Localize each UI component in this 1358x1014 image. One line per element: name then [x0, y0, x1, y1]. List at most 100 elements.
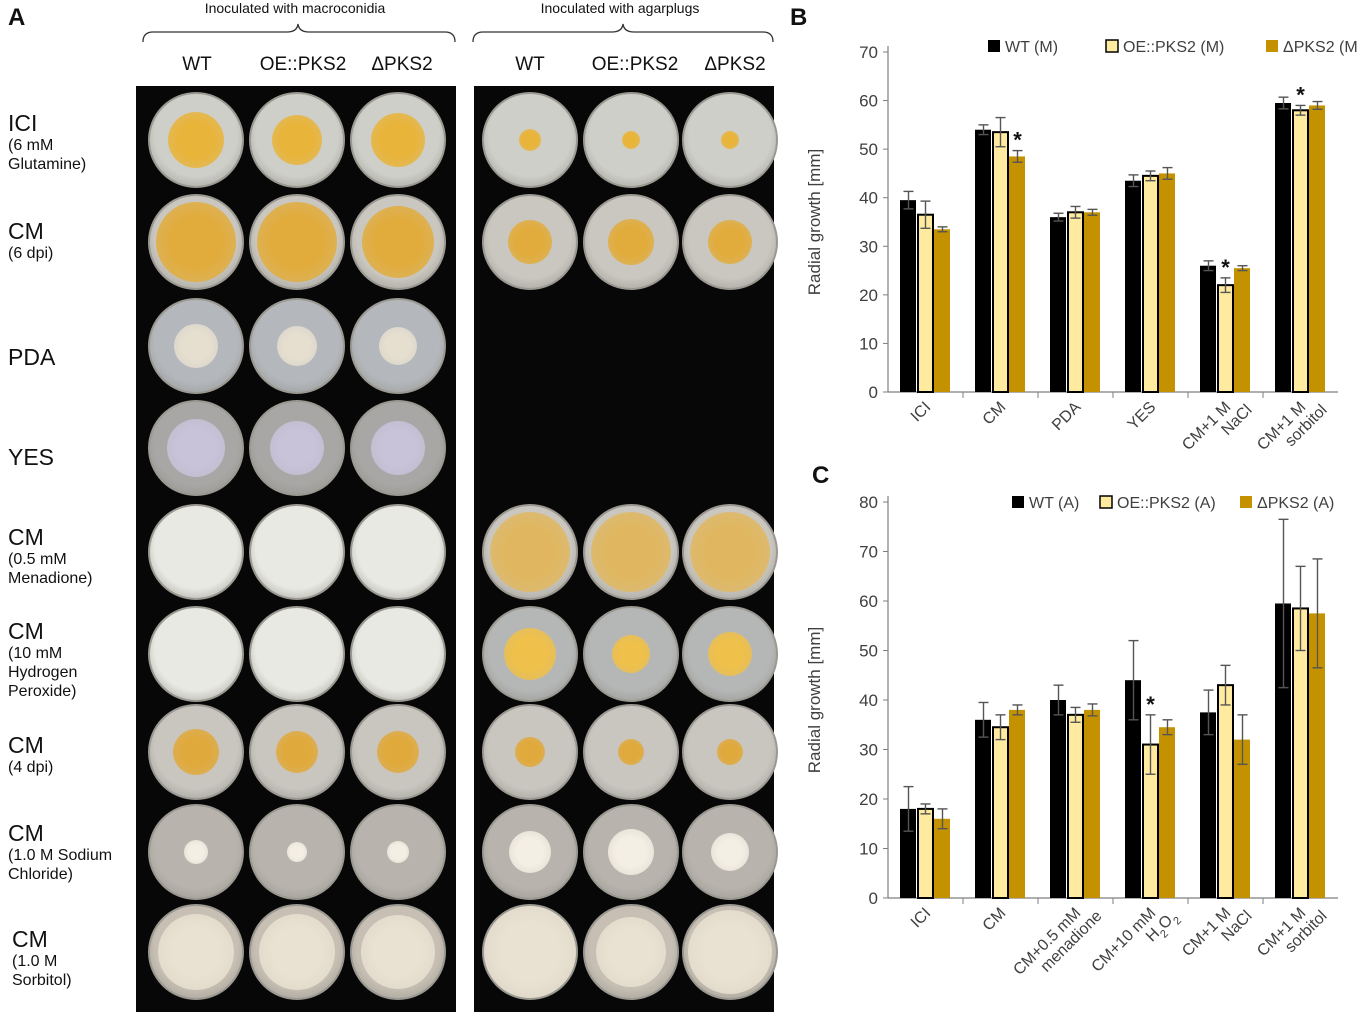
bar-delta-1	[934, 818, 950, 898]
col-delta-left: ΔPKS2	[371, 54, 433, 75]
y-tick-label: 60	[859, 92, 878, 111]
category-label: CM+1 MNaCl	[1179, 896, 1255, 972]
error-bar	[1203, 260, 1214, 272]
error-bar	[1053, 684, 1064, 716]
category-label: CM+1 Msorbitol	[1254, 390, 1330, 466]
colony-plug-r1-c2	[622, 131, 640, 149]
colony-plug-r2-c1	[508, 220, 552, 264]
error-bar	[1145, 714, 1156, 775]
bar-wt-6	[1275, 103, 1291, 392]
colony-plug-r8-c3	[711, 833, 749, 871]
bar-oe-3	[1067, 211, 1084, 393]
brace-agarplugs	[472, 23, 774, 43]
colony-macro-r8-c1	[184, 840, 208, 864]
category-label: CM+1 MNaCl	[1179, 390, 1255, 466]
petri-plate-macro-r6-c3	[350, 606, 446, 702]
error-bar	[937, 226, 948, 233]
error-bar	[937, 808, 948, 830]
colony-macro-r9-c2	[259, 914, 335, 990]
group-label-macroconidia: Inoculated with macroconidia	[204, 0, 386, 16]
bar-delta-2	[1009, 709, 1025, 898]
colony-macro-r7-c3	[377, 731, 419, 773]
y-tick-label: 70	[859, 543, 878, 562]
error-bar	[1220, 664, 1231, 706]
bar-wt-5	[1200, 712, 1216, 898]
error-bar	[1220, 277, 1231, 294]
y-tick-label: 20	[859, 790, 878, 809]
col-delta-right: ΔPKS2	[704, 54, 766, 75]
bar-delta-2	[1009, 156, 1025, 392]
panel-c-letter: C	[812, 462, 830, 489]
bar-wt-3	[1050, 700, 1066, 898]
y-tick-label: 30	[859, 237, 878, 256]
error-bar	[1295, 565, 1306, 652]
category-label: CM+1 Msorbitol	[1254, 896, 1330, 972]
y-tick-label: 50	[859, 140, 878, 159]
y-tick-label: 0	[869, 383, 878, 402]
significance-star: *	[1296, 82, 1305, 107]
error-bar	[1145, 170, 1156, 182]
chart-b: 0 10 20 30 40 50 60 70 Radial growth [mm] ICI CM PD…	[805, 39, 1358, 466]
error-bar	[995, 714, 1006, 741]
bar-oe-1	[917, 807, 934, 899]
colony-macro-r9-c3	[361, 915, 435, 989]
chart-c: 0 10 20 30 40 50 60 70 80 Radial growth [mm] ICI CM…	[805, 493, 1338, 979]
significance-star: *	[1013, 128, 1022, 153]
bar-wt-6	[1275, 603, 1291, 898]
col-wt-right: WT	[515, 54, 545, 75]
svg-text:WT (M): WT (M)	[1005, 39, 1058, 56]
bar-wt-4	[1125, 680, 1141, 898]
group-label-agarplugs: Inoculated with agarplugs	[540, 0, 700, 16]
colony-macro-r4-c1	[167, 419, 225, 477]
bar-delta-5	[1234, 268, 1250, 392]
error-bar	[995, 116, 1006, 148]
petri-plate-macro-r3-c3	[350, 298, 446, 394]
colony-macro-r7-c1	[173, 729, 219, 775]
bar-oe-5	[1217, 284, 1234, 393]
bar-oe-4	[1142, 174, 1159, 393]
bar-oe-2	[992, 726, 1009, 899]
category-label: ICI	[908, 905, 934, 931]
legend-item-oe: OE::PKS2 (M)	[1105, 39, 1224, 56]
y-tick-label: 50	[859, 642, 878, 661]
colony-plug-r7-c3	[717, 739, 743, 765]
y-tick-label: 40	[859, 189, 878, 208]
row-label-cm-sorbitol: CM (1.0 M Sorbitol)	[12, 926, 72, 989]
error-bar	[1203, 689, 1214, 736]
colony-macro-r3-c2	[277, 326, 317, 366]
error-bar	[978, 124, 989, 136]
colony-plug-r8-c2	[608, 829, 654, 875]
bar-wt-3	[1050, 217, 1066, 392]
row-label-cm-4dpi: CM (4 dpi)	[8, 732, 54, 776]
category-label: ICI	[908, 399, 934, 425]
colony-macro-r3-c3	[379, 327, 417, 365]
colony-plug-r8-c1	[509, 831, 551, 873]
error-bar	[1278, 518, 1289, 689]
error-bar	[978, 701, 989, 738]
colony-macro-r2-c1	[156, 202, 236, 282]
error-bar	[1312, 100, 1323, 111]
error-bar	[903, 785, 914, 832]
colony-plug-r9-c2	[596, 917, 666, 987]
petri-plate-macro-r6-c2	[249, 606, 345, 702]
error-bar	[1278, 96, 1289, 110]
bar-delta-3	[1084, 212, 1100, 392]
svg-text:ΔPKS2 (A): ΔPKS2 (A)	[1257, 495, 1334, 512]
error-bar	[1053, 212, 1064, 222]
error-bar	[1162, 719, 1173, 736]
bar-delta-4	[1159, 727, 1175, 898]
colony-plug-r2-c3	[708, 220, 752, 264]
error-bar	[920, 803, 931, 815]
colony-plug-r7-c2	[618, 739, 644, 765]
row-label-cm-peroxide: CM (10 mM Hydrogen Peroxide)	[8, 618, 78, 700]
colony-macro-r4-c2	[270, 421, 324, 475]
colony-macro-r8-c2	[287, 842, 307, 862]
error-bar	[1128, 639, 1139, 721]
svg-text:OE::PKS2 (M): OE::PKS2 (M)	[1123, 39, 1224, 56]
brace-macroconidia	[142, 23, 456, 43]
bar-wt-4	[1125, 180, 1141, 392]
significance-star: *	[1146, 692, 1155, 717]
error-bar	[1295, 104, 1306, 116]
bar-oe-1	[917, 213, 934, 393]
row-label-cm-6dpi: CM (6 dpi)	[8, 218, 54, 262]
